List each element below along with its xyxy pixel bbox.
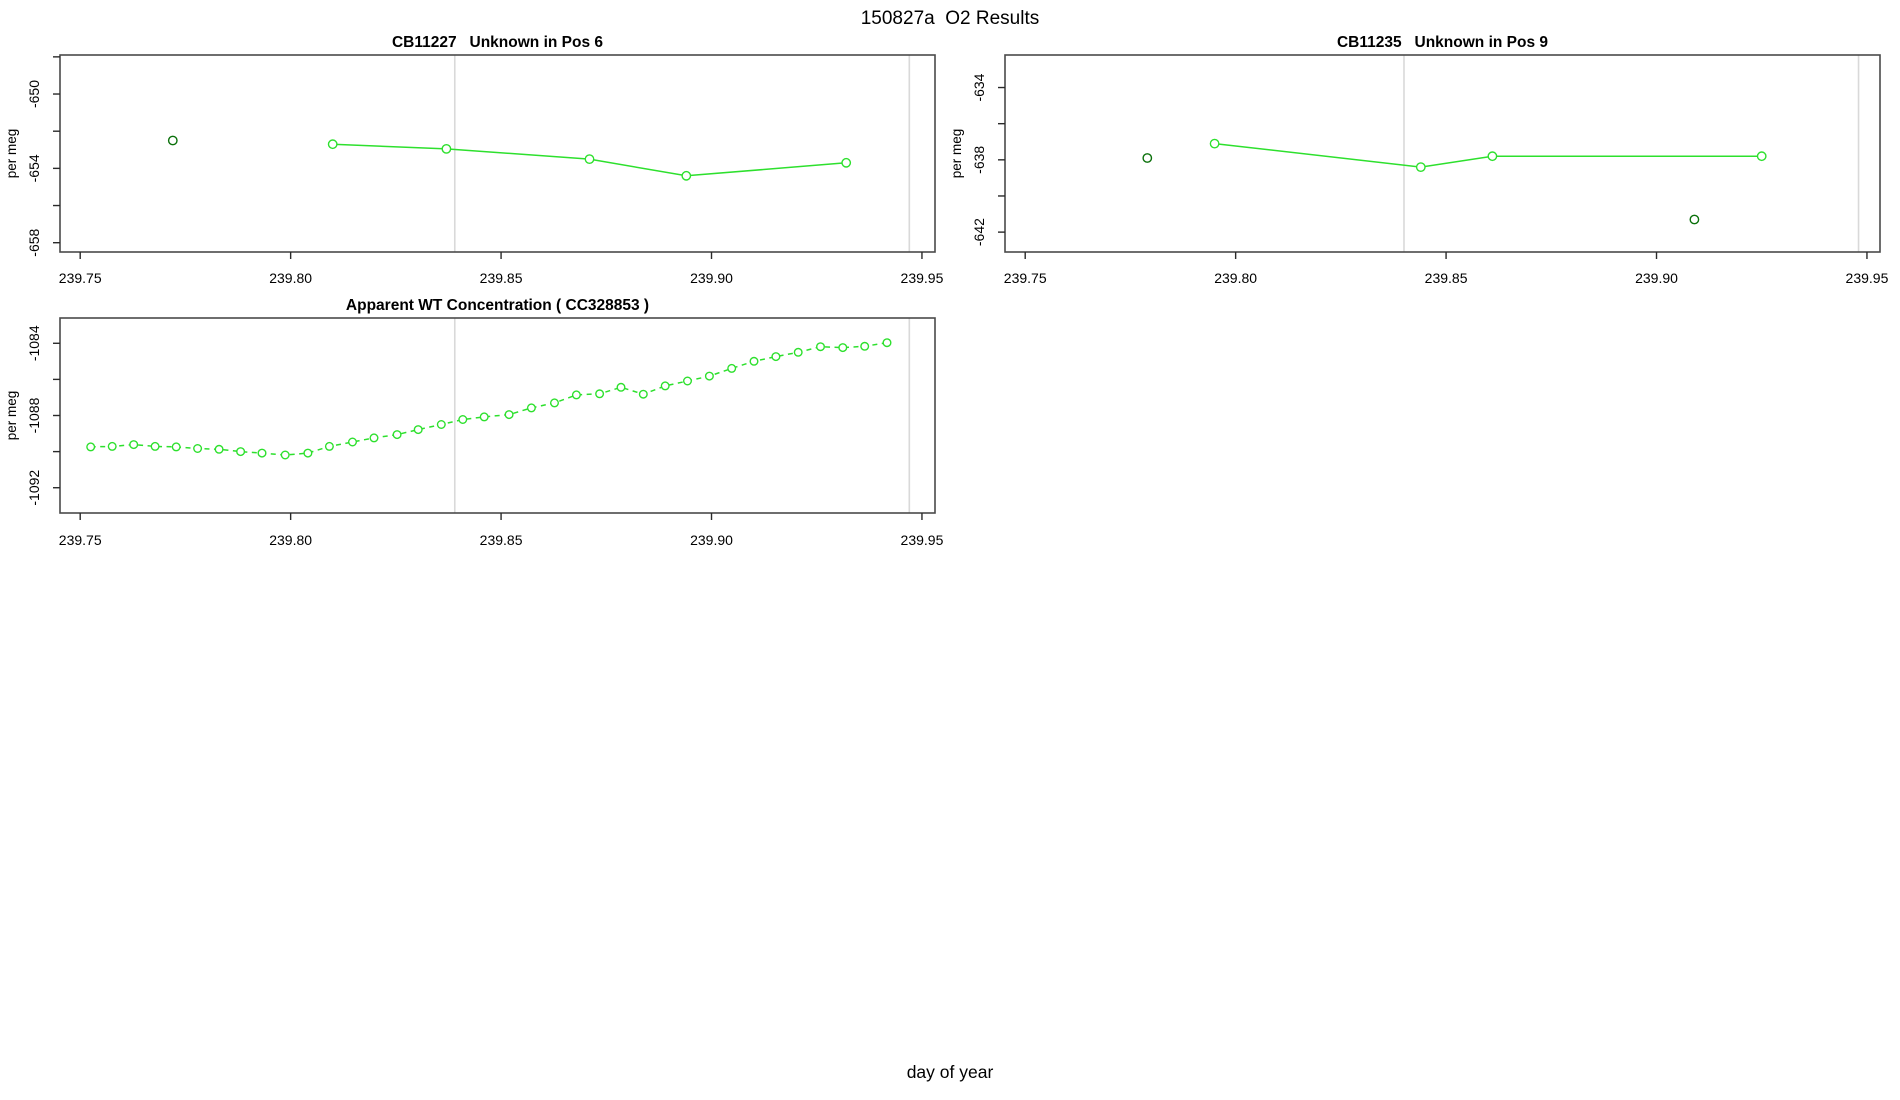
x-tick-label: 239.85 bbox=[1425, 270, 1468, 286]
series-isolated-sample bbox=[167, 135, 178, 146]
x-tick-label: 239.80 bbox=[1214, 270, 1257, 286]
data-point bbox=[436, 420, 446, 430]
data-point bbox=[324, 441, 334, 451]
data-point bbox=[838, 343, 848, 353]
data-point bbox=[616, 382, 626, 392]
data-point bbox=[150, 441, 160, 451]
data-point bbox=[303, 448, 313, 458]
series-line bbox=[90, 341, 888, 456]
data-point bbox=[392, 430, 402, 440]
x-tick-label: 239.75 bbox=[59, 532, 102, 548]
data-point bbox=[749, 356, 759, 366]
data-point bbox=[280, 450, 290, 460]
data-point bbox=[327, 139, 338, 150]
series-sample-run bbox=[1209, 138, 1767, 173]
data-point bbox=[257, 448, 267, 458]
data-point bbox=[771, 352, 781, 362]
x-tick-label: 239.85 bbox=[480, 270, 523, 286]
y-tick-label: -1084 bbox=[26, 325, 42, 361]
data-point bbox=[584, 154, 595, 165]
plot-box bbox=[1004, 54, 1881, 253]
data-point bbox=[214, 444, 224, 454]
data-point bbox=[793, 347, 803, 357]
x-tick-label: 239.95 bbox=[1846, 270, 1889, 286]
series-isolated-samples bbox=[1142, 153, 1700, 225]
y-tick-label: -654 bbox=[26, 154, 42, 182]
data-point bbox=[681, 170, 692, 181]
data-point bbox=[236, 447, 246, 457]
figure-title: 150827a O2 Results bbox=[861, 8, 1040, 29]
chart-cb11227-pos6: 239.75 239.80 239.85 239.90 239.95 -650 -654 -6… bbox=[4, 34, 944, 286]
data-point bbox=[704, 371, 714, 381]
data-point bbox=[1209, 138, 1220, 149]
data-point bbox=[595, 389, 605, 399]
y-tick-label: -658 bbox=[26, 228, 42, 256]
data-point bbox=[550, 398, 560, 408]
y-tick-label: -638 bbox=[971, 146, 987, 174]
y-tick-label: -634 bbox=[971, 73, 987, 101]
data-point bbox=[441, 143, 452, 154]
series-line bbox=[1214, 142, 1762, 168]
x-tick-label: 239.75 bbox=[1004, 270, 1047, 286]
x-tick-label: 239.80 bbox=[269, 270, 312, 286]
data-point bbox=[193, 444, 203, 454]
data-point bbox=[1487, 151, 1498, 162]
y-tick-label: -1092 bbox=[26, 470, 42, 506]
series-wt-concentration-run bbox=[86, 338, 892, 460]
data-point bbox=[369, 433, 379, 443]
data-point bbox=[107, 441, 117, 451]
data-point bbox=[167, 135, 178, 146]
plot-box bbox=[59, 54, 936, 253]
data-point bbox=[348, 437, 358, 447]
x-tick-label: 239.80 bbox=[269, 532, 312, 548]
data-point bbox=[727, 363, 737, 373]
y-tick-label: -642 bbox=[971, 218, 987, 246]
data-point bbox=[1756, 151, 1767, 162]
data-point bbox=[479, 412, 489, 422]
data-point bbox=[660, 381, 670, 391]
x-tick-label: 239.90 bbox=[690, 270, 733, 286]
data-point bbox=[860, 341, 870, 351]
x-axis-label: day of year bbox=[907, 1062, 994, 1082]
data-point bbox=[458, 415, 468, 425]
data-point bbox=[86, 442, 96, 452]
y-tick-label: -1088 bbox=[26, 397, 42, 433]
data-point bbox=[841, 157, 852, 168]
x-tick-label: 239.95 bbox=[901, 270, 944, 286]
plot-title: CB11227 Unknown in Pos 6 bbox=[392, 34, 603, 51]
data-point bbox=[638, 389, 648, 399]
data-point bbox=[1689, 214, 1700, 225]
x-tick-label: 239.75 bbox=[59, 270, 102, 286]
y-axis-title: per meg bbox=[4, 391, 19, 441]
data-point bbox=[1415, 162, 1426, 173]
charts-group: 239.75 239.80 239.85 239.90 239.95 -650 -654 -6… bbox=[4, 34, 1889, 548]
x-tick-label: 239.90 bbox=[1635, 270, 1678, 286]
plot-title: CB11235 Unknown in Pos 9 bbox=[1337, 34, 1548, 51]
x-tick-label: 239.85 bbox=[480, 532, 523, 548]
data-point bbox=[504, 410, 514, 420]
data-point bbox=[571, 390, 581, 400]
x-tick-label: 239.95 bbox=[901, 532, 944, 548]
data-point bbox=[129, 440, 139, 450]
data-point bbox=[413, 425, 423, 435]
data-point bbox=[683, 376, 693, 386]
series-sample-run bbox=[327, 139, 852, 181]
data-point bbox=[816, 342, 826, 352]
data-point bbox=[171, 442, 181, 452]
y-axis-title: per meg bbox=[949, 129, 964, 179]
y-tick-label: -650 bbox=[26, 80, 42, 108]
chart-apparent-wt-concentration: 239.75 239.80 239.85 239.90 239.95 -1084 -1088… bbox=[4, 297, 944, 548]
x-tick-label: 239.90 bbox=[690, 532, 733, 548]
plot-title: Apparent WT Concentration ( CC328853 ) bbox=[346, 297, 649, 314]
y-axis-title: per meg bbox=[4, 129, 19, 179]
chart-cb11235-pos9: 239.75 239.80 239.85 239.90 239.95 -634 -638 -6… bbox=[949, 34, 1889, 286]
data-point bbox=[526, 403, 536, 413]
data-point bbox=[1142, 153, 1153, 163]
data-point bbox=[882, 338, 892, 348]
